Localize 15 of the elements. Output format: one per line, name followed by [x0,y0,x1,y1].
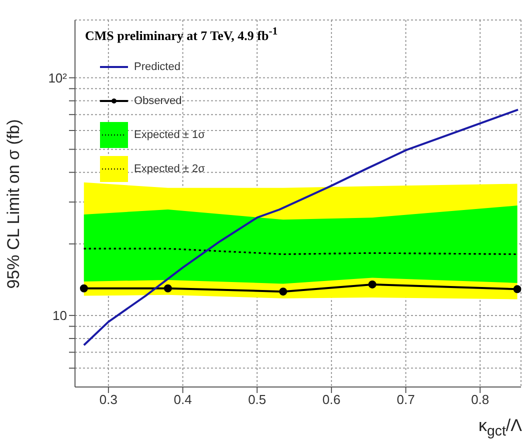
legend-label: Predicted [134,61,180,73]
text: CMS preliminary at 7 TeV, 4.9 fb$^{-1}$ [85,26,278,44]
y-axis-title: 95% CL Limit on σ (fb) [4,118,24,288]
legend-label: Expected ± 1σ [134,129,205,141]
x-tick-label: 0.4 [174,392,192,408]
x-tick-label: 0.6 [322,392,340,408]
x-tick-label: 0.7 [396,392,415,408]
legend-label: Observed [134,95,182,107]
x-tick-label: 0.3 [99,392,118,408]
y-tick-label: 10 [52,308,67,324]
x-tick-label: 0.8 [471,392,490,408]
x-axis-title: κ$_{gct}$/Λ [478,416,522,439]
y-tick-label: 10² [48,70,68,86]
legend-label: Expected ± 2σ [134,163,205,175]
x-tick-label: 0.5 [248,392,266,408]
